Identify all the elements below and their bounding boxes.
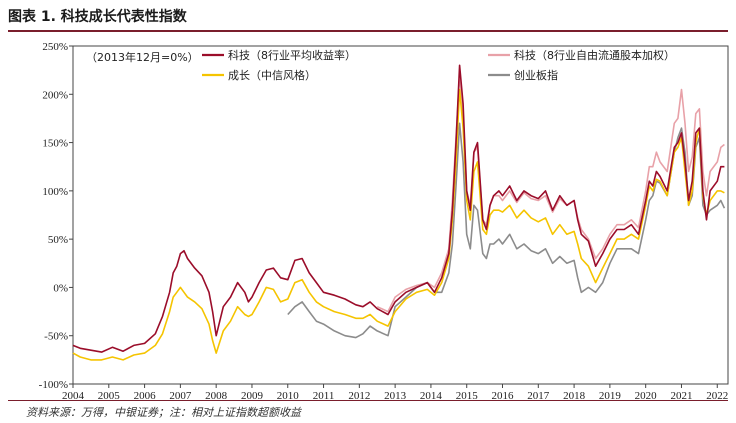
y-tick-label: 0%: [53, 282, 68, 294]
y-tick-label: 150%: [42, 138, 68, 150]
y-tick-labels: -100% -50% 0% 50% 100% 150% 200% 250%: [39, 41, 68, 391]
series-line: [376, 74, 725, 313]
x-tick-label: 2020: [635, 390, 658, 402]
x-tick-label: 2012: [348, 390, 370, 402]
y-tick-label: 100%: [42, 186, 68, 198]
plot-frame: [72, 45, 729, 385]
x-tick-label: 2004: [62, 390, 85, 402]
x-tick-label: 2010: [277, 390, 300, 402]
source-note: 资料来源：万得，中银证券；注：相对上证指数超额收益: [26, 406, 301, 419]
series-line: [72, 64, 725, 353]
legend: 科技（8行业平均收益率） 成长（中信风格） 科技（8行业自由流通股本加权） 创业板指: [202, 48, 675, 82]
x-tick-label: 2013: [384, 390, 407, 402]
y-tick-label: -100%: [39, 379, 68, 391]
y-tick-label: 50%: [48, 234, 68, 246]
footer-rule: [8, 400, 728, 401]
chart-title: 图表 1. 科技成长代表性指数: [8, 9, 187, 25]
legend-label: 成长（中信风格）: [228, 68, 316, 82]
x-tick-label: 2005: [98, 390, 121, 402]
legend-label: 创业板指: [514, 68, 558, 82]
x-tick-label: 2007: [169, 390, 192, 402]
x-tick-label: 2011: [313, 390, 335, 402]
y-tick-label: 250%: [42, 41, 68, 53]
x-tick-label: 2008: [205, 390, 228, 402]
legend-label: 科技（8行业平均收益率）: [228, 48, 356, 62]
x-tick-label: 2022: [706, 390, 728, 402]
x-tick-label: 2009: [241, 390, 264, 402]
legend-label: 科技（8行业自由流通股本加权）: [514, 48, 675, 62]
x-tick-labels: 2004 2005 2006 2007 2008 2009 2010 2011 2012 2013…: [62, 390, 728, 402]
x-tick-label: 2019: [599, 390, 622, 402]
series-line: [72, 88, 725, 361]
x-tick-label: 2015: [456, 390, 479, 402]
x-tick-label: 2006: [134, 390, 157, 402]
chart-annotation: （2013年12月=0%）: [86, 50, 199, 64]
x-tick-label: 2017: [527, 390, 550, 402]
x-tick-label: 2014: [420, 390, 443, 402]
title-rule: [8, 30, 728, 32]
series-lines: [72, 64, 726, 361]
x-tick-label: 2018: [563, 390, 586, 402]
axis-ticks: [69, 45, 718, 388]
series-line: [287, 122, 726, 339]
y-tick-label: 200%: [42, 89, 68, 101]
x-tick-label: 2016: [492, 390, 515, 402]
y-tick-label: -50%: [44, 331, 68, 343]
x-tick-label: 2021: [670, 390, 692, 402]
